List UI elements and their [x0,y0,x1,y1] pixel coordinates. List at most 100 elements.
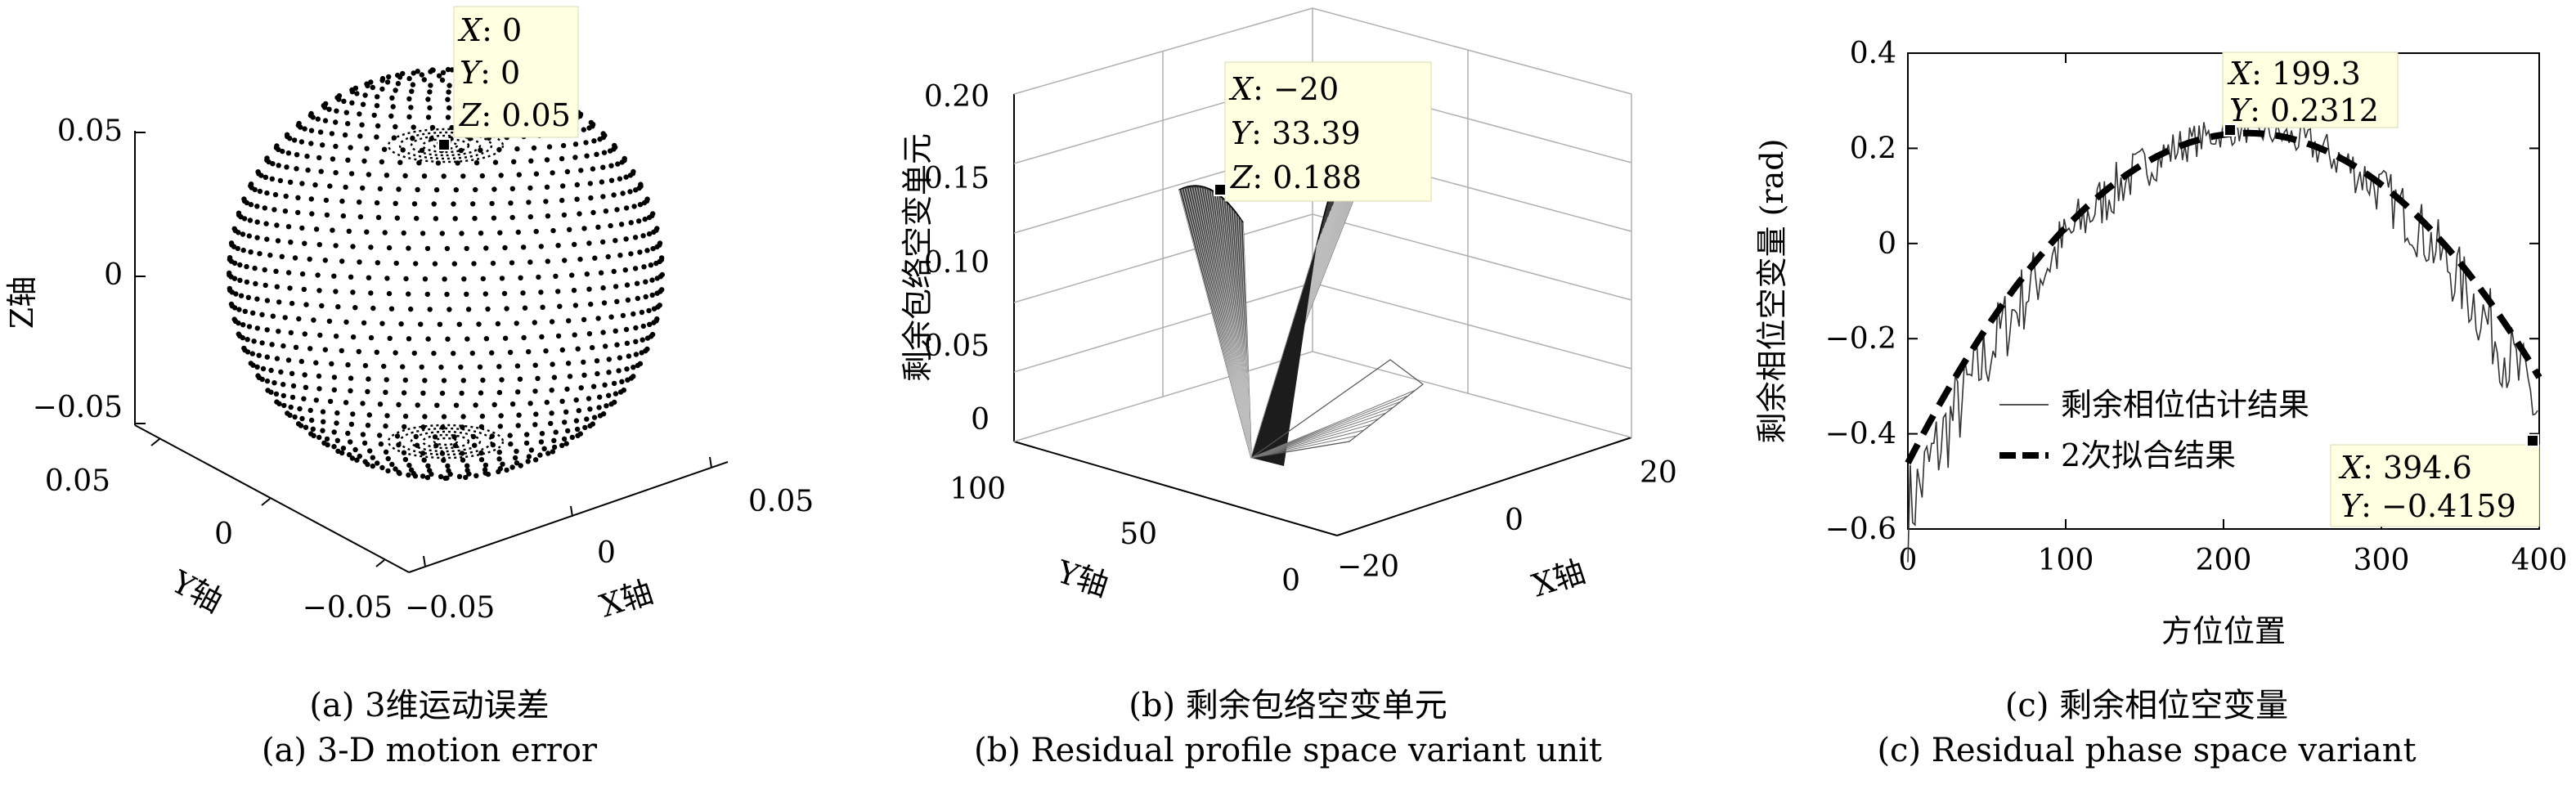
sphere-point [313,226,320,232]
sphere-point [632,266,639,271]
sphere-point [473,402,478,408]
sphere-point [635,295,640,302]
sphere-point [634,280,640,286]
sphere-point [541,446,547,451]
sphere-point [348,375,354,381]
chart-c-ytick-label: −0.6 [1825,513,1896,546]
sphere-point [349,100,355,105]
sphere-point [316,242,322,248]
sphere-point [549,410,554,416]
sphere-point [422,378,428,383]
sphere-point [272,380,277,386]
sphere-point [264,236,270,242]
chart-a-xtick-1: −0.05 [405,591,495,625]
sphere-point [334,410,340,416]
sphere-point [420,231,426,236]
sphere-point [603,208,609,214]
chart-b-xlabel: X轴 [1528,554,1589,604]
sphere-point [447,83,452,88]
sphere-point [345,157,351,163]
sphere-point [473,159,480,166]
sphere-point [614,342,620,347]
sphere-point [393,466,398,472]
sphere-point [240,231,246,237]
sphere-point [406,472,411,478]
sphere-point [480,276,486,282]
surface-left-wing-mesh-line [1181,189,1252,459]
chart-b-datatip-z: Z: 0.188 [1230,159,1362,195]
sphere-point [516,412,522,418]
sphere-point [418,321,424,327]
sphere-point [479,173,485,179]
sphere-point [305,167,311,173]
sphere-point [496,389,503,396]
caption-b-cn: (b) 剩余包络空变单元 [1129,687,1447,724]
sphere-point [254,235,260,240]
sphere-point [393,87,398,93]
sphere-point [644,196,650,202]
sphere-point [649,331,656,338]
surface-front-flap [1250,359,1424,459]
sphere-point [334,108,339,114]
sphere-point [364,229,370,235]
sphere-point [429,471,434,477]
sphere-point [643,279,648,285]
sphere-point [354,91,360,96]
sphere-point [577,256,583,262]
sphere-point [422,414,428,419]
sphere-point [571,287,577,294]
sphere-point [333,143,339,150]
sphere-point [288,240,294,245]
sphere-point [379,159,385,165]
sphere-point [640,233,646,239]
sphere-point [597,394,603,400]
sphere-point [309,211,315,217]
sphere-point [411,70,416,76]
sphere-point [275,238,281,244]
sphere-point [289,370,295,376]
sphere-point [485,306,491,312]
sphere-point [292,255,298,261]
sphere-point [333,119,339,125]
sphere-point [301,396,307,401]
chart-a-ztick-bot: −0.05 [33,391,123,424]
sphere-point [532,422,538,428]
sphere-point [343,184,348,191]
chart-c-xtick-label: 100 [2038,544,2094,577]
sphere-point [600,285,606,291]
sphere-point [611,192,617,198]
sphere-point [249,351,255,356]
sphere-point [545,258,550,264]
sphere-point [308,417,315,424]
sphere-point [356,348,361,355]
sphere-point [640,337,645,343]
sphere-point [375,123,381,129]
sphere-point [584,271,590,277]
sphere-point [270,161,276,167]
sphere-point [331,374,338,380]
sphere-point [458,364,464,370]
sphere-point [333,170,339,176]
sphere-point [268,367,274,374]
sphere-point [565,428,571,434]
sphere-point [608,314,614,320]
sphere-point [320,428,325,433]
sphere-point [460,457,466,463]
sphere-point [381,146,388,152]
sphere-point [526,454,532,460]
sphere-point [447,105,452,111]
sphere-point [250,310,256,316]
sphere-point [379,78,385,83]
sphere-point [658,255,665,261]
sphere-point [659,271,665,278]
sphere-point [595,370,600,377]
sphere-point [387,335,393,341]
sphere-point [246,233,252,239]
sphere-point [411,350,417,356]
sphere-point [435,160,442,166]
sphere-point [522,305,528,311]
sphere-point [335,448,341,454]
sphere-point [298,358,304,365]
chart-c-datatip2-marker [2526,434,2539,447]
